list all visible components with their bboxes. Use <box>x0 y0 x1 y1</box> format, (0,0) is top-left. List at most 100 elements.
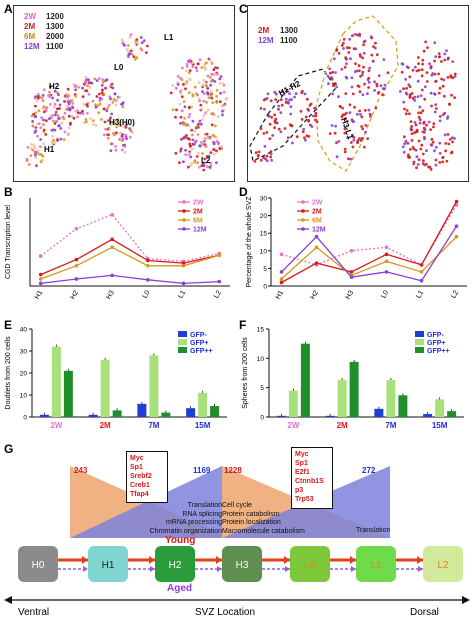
cell-point <box>125 47 129 51</box>
cluster-label-h2: H2 <box>49 82 60 91</box>
cell-point <box>89 117 92 121</box>
data-point <box>74 257 79 262</box>
cell-point <box>418 118 422 122</box>
cell-point <box>121 101 125 105</box>
gene-right-0: Myc <box>295 451 309 458</box>
cell-point <box>59 137 63 141</box>
cell-point <box>194 139 198 143</box>
cell-point <box>114 145 117 148</box>
cell-point <box>421 58 425 62</box>
cell-point <box>44 109 48 112</box>
data-point <box>384 252 389 257</box>
cell-point <box>294 92 298 95</box>
cell-point <box>431 72 435 75</box>
cell-point <box>82 121 86 124</box>
axis-ventral: Ventral <box>18 607 50 618</box>
cell-point <box>210 62 214 65</box>
cell-point <box>59 127 63 130</box>
cell-point <box>420 74 424 78</box>
cell-point <box>379 84 383 88</box>
young-arrow-head <box>350 556 356 564</box>
state-box-h1 <box>88 546 128 582</box>
cell-point <box>190 105 194 109</box>
data-point <box>181 281 186 286</box>
cell-point <box>364 124 368 127</box>
cell-point <box>49 103 52 106</box>
panel-label-g: G <box>4 442 14 456</box>
cell-point <box>420 88 424 92</box>
cell-point <box>215 94 219 98</box>
cell-point <box>311 114 315 118</box>
cell-point <box>342 47 345 50</box>
cell-point <box>100 84 104 87</box>
cell-point <box>421 152 425 156</box>
data-point <box>279 277 284 281</box>
cell-point <box>350 141 353 144</box>
cell-point <box>48 95 52 99</box>
cell-point <box>221 113 224 117</box>
cell-point <box>104 86 107 90</box>
cell-point <box>182 123 185 126</box>
cell-point <box>97 111 101 115</box>
x-tick-label: 7M <box>148 421 159 430</box>
cell-point <box>74 95 78 98</box>
panel-label-d: D <box>239 185 248 199</box>
cell-point <box>187 165 190 169</box>
cell-point <box>446 76 450 79</box>
cell-point <box>32 144 36 148</box>
cell-point <box>367 76 371 80</box>
x-tick-label: H2 <box>70 289 81 300</box>
cell-point <box>195 155 199 158</box>
cell-point <box>102 93 106 96</box>
legend-marker <box>182 209 186 213</box>
cell-point <box>309 102 313 106</box>
cell-point <box>66 92 69 96</box>
cell-point <box>429 168 433 171</box>
cell-point <box>428 62 431 66</box>
data-point <box>349 270 354 274</box>
cell-point <box>27 163 31 166</box>
cell-point <box>210 72 214 76</box>
cell-point <box>407 156 411 159</box>
term-right-1: Protein catabolism <box>222 510 280 518</box>
cell-point <box>109 123 113 126</box>
cell-point <box>190 162 194 165</box>
cell-point <box>190 128 194 132</box>
cell-point <box>71 106 75 109</box>
legend-label: 2W <box>193 200 204 207</box>
cell-point <box>305 134 309 138</box>
cell-point <box>197 81 201 85</box>
gene-left-2: Srebf2 <box>130 473 152 480</box>
cell-point <box>39 145 42 149</box>
cell-point <box>338 105 342 108</box>
cell-point <box>42 118 45 122</box>
bar-gfp+ <box>337 380 347 417</box>
term-left-3: Chromatin organization <box>149 527 222 535</box>
data-point <box>181 263 186 268</box>
cell-point <box>113 92 117 96</box>
cell-point <box>416 163 420 166</box>
cell-point <box>188 152 192 156</box>
cell-point <box>198 144 202 148</box>
cell-point <box>334 82 337 86</box>
cell-point <box>175 108 178 112</box>
cell-point <box>414 148 418 152</box>
y-tick-label: 40 <box>20 327 28 334</box>
chart-d: Percentage of the whole SVZ H1 H2 H3 L0 L1 L2 0… <box>246 196 467 301</box>
legend-swatch <box>415 331 424 337</box>
bar-gfp+ <box>198 392 208 417</box>
cell-point <box>57 124 61 127</box>
cell-point <box>430 143 434 147</box>
cell-point <box>215 101 219 104</box>
region-h1-h2-outline <box>249 68 337 162</box>
cell-point <box>348 103 352 107</box>
cell-point <box>124 125 128 129</box>
cell-point <box>94 124 98 127</box>
cell-point <box>67 132 71 135</box>
cell-point <box>210 123 214 127</box>
cell-point <box>352 120 355 123</box>
legend-a: 2W 1200 2M 1300 6M 2000 12M 1100 <box>24 12 64 52</box>
cell-point <box>344 56 347 59</box>
cell-point <box>425 149 428 153</box>
cell-point <box>382 58 386 61</box>
